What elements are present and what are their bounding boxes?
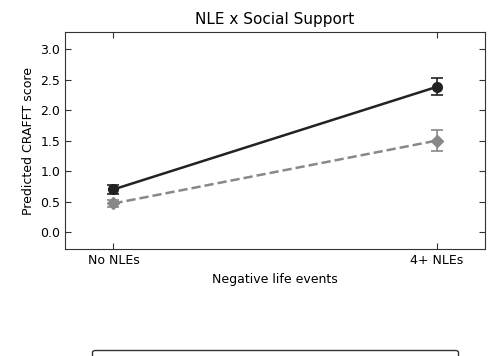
X-axis label: Negative life events: Negative life events bbox=[212, 273, 338, 286]
Legend: Low Social Support, High Social Support: Low Social Support, High Social Support bbox=[92, 350, 458, 356]
Title: NLE x Social Support: NLE x Social Support bbox=[196, 12, 354, 27]
Y-axis label: Predicted CRAFFT score: Predicted CRAFFT score bbox=[22, 67, 35, 215]
